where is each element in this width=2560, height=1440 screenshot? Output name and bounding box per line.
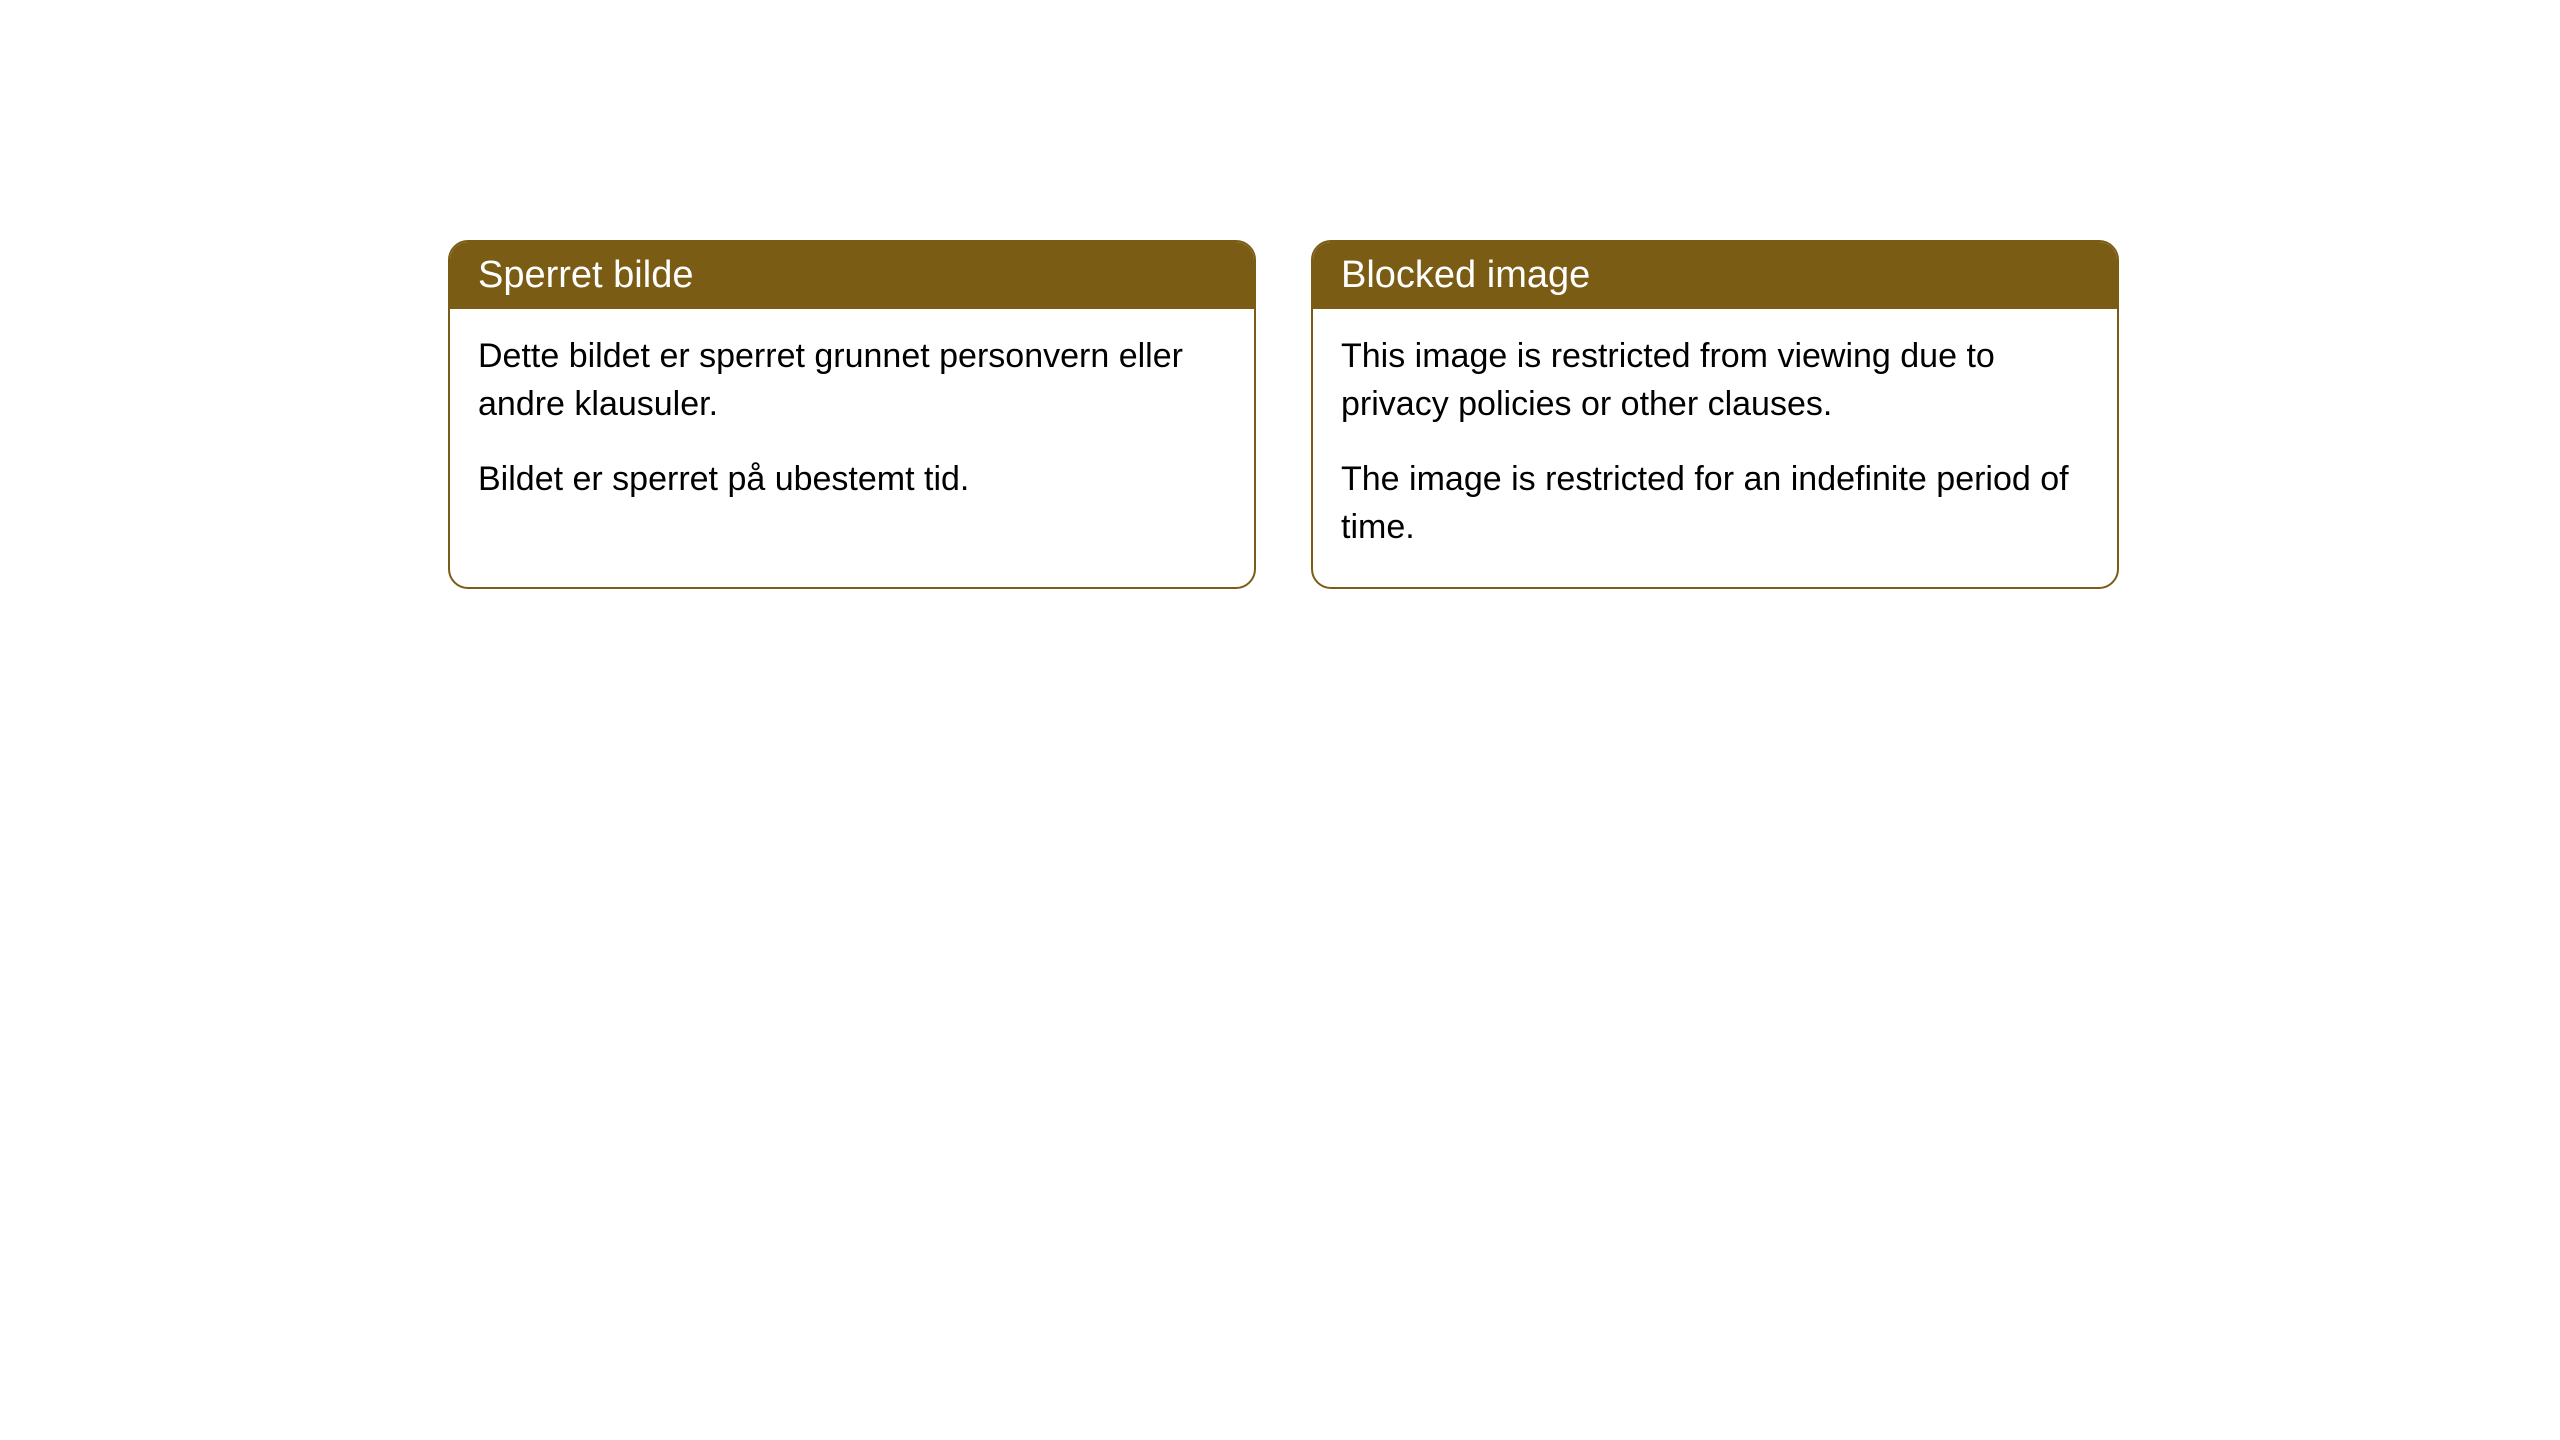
- cards-container: Sperret bilde Dette bildet er sperret gr…: [448, 240, 2119, 589]
- card-header-english: Blocked image: [1313, 242, 2117, 309]
- blocked-image-card-norwegian: Sperret bilde Dette bildet er sperret gr…: [448, 240, 1256, 589]
- card-paragraph-1: Dette bildet er sperret grunnet personve…: [478, 333, 1226, 428]
- card-title: Sperret bilde: [478, 254, 693, 296]
- card-header-norwegian: Sperret bilde: [450, 242, 1254, 309]
- card-paragraph-2: Bildet er sperret på ubestemt tid.: [478, 456, 1226, 504]
- card-paragraph-2: The image is restricted for an indefinit…: [1341, 456, 2089, 551]
- card-title: Blocked image: [1341, 254, 1590, 296]
- card-paragraph-1: This image is restricted from viewing du…: [1341, 333, 2089, 428]
- blocked-image-card-english: Blocked image This image is restricted f…: [1311, 240, 2119, 589]
- card-body-norwegian: Dette bildet er sperret grunnet personve…: [450, 309, 1254, 540]
- card-body-english: This image is restricted from viewing du…: [1313, 309, 2117, 587]
